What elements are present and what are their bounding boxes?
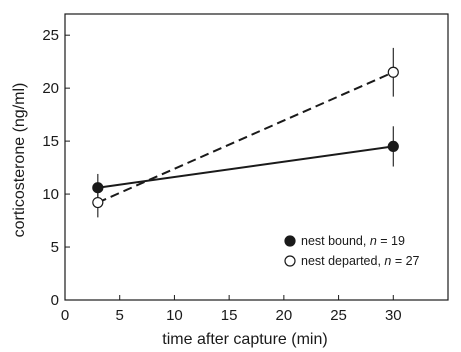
- series-line: [97, 71, 394, 204]
- x-axis-title: time after capture (min): [162, 331, 327, 348]
- y-tick-label: 25: [42, 27, 59, 44]
- legend: nest bound, n = 19 nest departed, n = 27: [284, 234, 420, 268]
- data-point: [387, 66, 399, 78]
- legend-label: nest bound, n = 19: [301, 234, 405, 248]
- y-axis-title: corticosterone (ng/ml): [11, 83, 28, 238]
- legend-label: nest departed, n = 27: [301, 254, 420, 268]
- y-tick-label: 15: [42, 133, 59, 150]
- plot-border: [64, 13, 449, 301]
- x-tick-label: 0: [61, 307, 69, 324]
- x-tick-label: 25: [330, 307, 347, 324]
- x-tick-label: 10: [166, 307, 183, 324]
- y-tick-label: 10: [42, 186, 59, 203]
- series-2: [92, 47, 399, 218]
- x-tick-label: 20: [276, 307, 293, 324]
- y-tick-label: 20: [42, 80, 59, 97]
- y-tick-label: 5: [51, 239, 59, 256]
- x-tick-label: 15: [221, 307, 238, 324]
- legend-marker: [284, 235, 296, 247]
- data-series: [92, 47, 399, 218]
- x-tick-label: 5: [116, 307, 124, 324]
- data-point: [387, 140, 399, 153]
- series-line: [97, 145, 394, 189]
- y-tick-label: 0: [51, 292, 59, 309]
- x-tick-label: 30: [385, 307, 402, 324]
- axis-ticks: 0 5 10 15 20 25 30 0 5 10 15 20 25: [42, 27, 401, 324]
- legend-marker: [284, 255, 296, 267]
- plot-frame: [64, 13, 449, 301]
- data-point: [92, 196, 104, 209]
